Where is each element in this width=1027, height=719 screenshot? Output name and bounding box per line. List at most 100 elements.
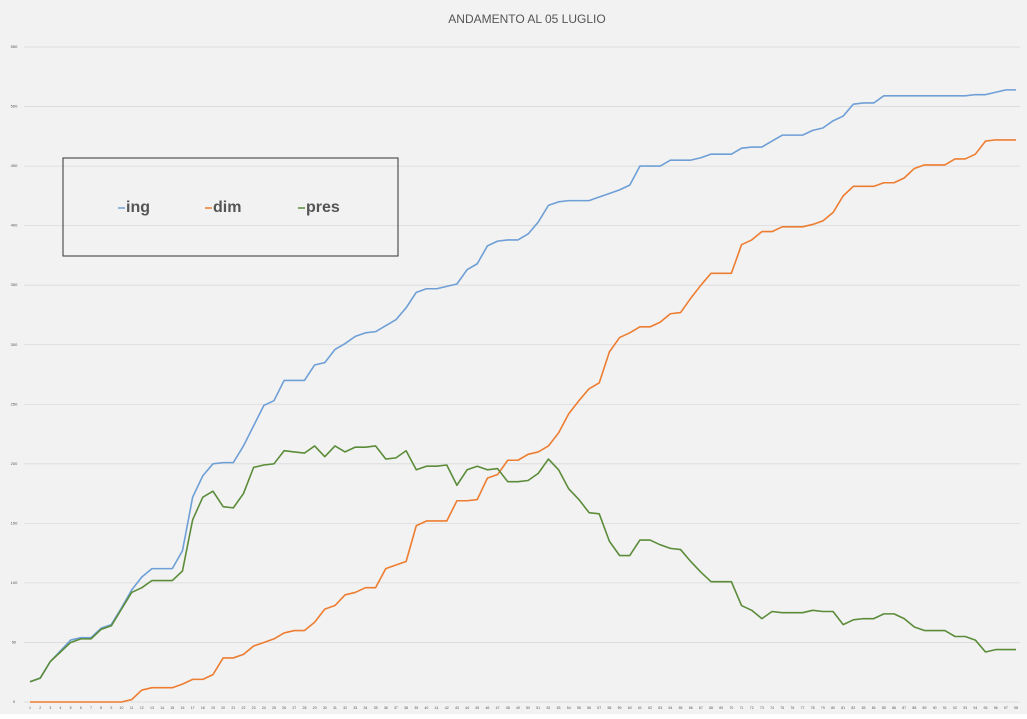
y-tick-label: 400: [11, 223, 18, 228]
x-tick-label: 14: [160, 706, 164, 710]
x-tick-label: 72: [750, 706, 754, 710]
x-tick-label: 47: [496, 706, 500, 710]
x-tick-label: 18: [201, 706, 205, 710]
x-tick-label: 28: [303, 706, 307, 710]
x-tick-label: 1: [29, 706, 31, 710]
series-line: [29, 445, 1016, 683]
x-tick-label: 26: [282, 706, 286, 710]
y-tick-label: 100: [11, 580, 18, 585]
x-tick-label: 33: [353, 706, 357, 710]
x-tick-label: 92: [953, 706, 957, 710]
x-tick-label: 69: [719, 706, 723, 710]
x-tick-label: 45: [475, 706, 479, 710]
x-tick-label: 50: [526, 706, 530, 710]
x-tick-label: 74: [770, 706, 774, 710]
x-tick-label: 46: [485, 706, 489, 710]
x-tick-label: 57: [597, 706, 601, 710]
x-tick-label: 4: [60, 706, 62, 710]
legend-box: [62, 157, 399, 257]
x-tick-label: 93: [963, 706, 967, 710]
x-tick-label: 27: [292, 706, 296, 710]
x-tick-label: 15: [170, 706, 174, 710]
x-tick-label: 49: [516, 706, 520, 710]
x-tick-label: 87: [902, 706, 906, 710]
x-tick-label: 52: [546, 706, 550, 710]
x-tick-label: 25: [272, 706, 276, 710]
x-tick-label: 81: [841, 706, 845, 710]
x-tick-label: 96: [994, 706, 998, 710]
x-tick-label: 71: [740, 706, 744, 710]
x-tick-label: 7: [90, 706, 92, 710]
legend-label: dim: [213, 199, 241, 216]
x-tick-label: 3: [49, 706, 51, 710]
x-tick-label: 59: [618, 706, 622, 710]
y-tick-label: 350: [11, 282, 18, 287]
x-tick-label: 12: [140, 706, 144, 710]
x-tick-label: 58: [607, 706, 611, 710]
x-tick-label: 22: [242, 706, 246, 710]
x-tick-label: 66: [689, 706, 693, 710]
x-tick-label: 40: [424, 706, 428, 710]
x-tick-label: 61: [638, 706, 642, 710]
series-line: [30, 139, 1016, 703]
x-tick-label: 90: [933, 706, 937, 710]
x-tick-label: 68: [709, 706, 713, 710]
y-tick-label: 0: [13, 699, 16, 704]
chart-title: ANDAMENTO AL 05 LUGLIO: [448, 12, 605, 26]
x-tick-label: 31: [333, 706, 337, 710]
x-tick-label: 39: [414, 706, 418, 710]
y-tick-label: 250: [11, 401, 18, 406]
x-tick-label: 13: [150, 706, 154, 710]
x-tick-label: 43: [455, 706, 459, 710]
x-tick-label: 64: [668, 706, 672, 710]
x-tick-label: 16: [181, 706, 185, 710]
x-tick-label: 65: [679, 706, 683, 710]
x-tick-label: 63: [658, 706, 662, 710]
x-tick-label: 41: [435, 706, 439, 710]
y-tick-label: 450: [11, 163, 18, 168]
x-tick-label: 54: [567, 706, 571, 710]
x-tick-label: 98: [1014, 706, 1018, 710]
x-tick-label: 11: [130, 706, 134, 710]
x-tick-label: 5: [70, 706, 72, 710]
x-tick-label: 44: [465, 706, 469, 710]
y-tick-label: 50: [12, 640, 17, 645]
x-tick-label: 30: [323, 706, 327, 710]
legend-label: pres: [306, 199, 340, 216]
x-tick-label: 20: [221, 706, 225, 710]
x-tick-label: 77: [801, 706, 805, 710]
x-tick-label: 75: [780, 706, 784, 710]
x-tick-label: 51: [536, 706, 540, 710]
x-tick-label: 55: [577, 706, 581, 710]
y-tick-label: 200: [11, 461, 18, 466]
series-line: [29, 89, 1016, 683]
x-tick-label: 17: [191, 706, 195, 710]
x-tick-label: 60: [628, 706, 632, 710]
x-tick-label: 94: [973, 706, 977, 710]
x-tick-label: 36: [384, 706, 388, 710]
x-tick-label: 62: [648, 706, 652, 710]
x-tick-label: 29: [313, 706, 317, 710]
y-tick-label: 500: [11, 104, 18, 109]
x-tick-label: 78: [811, 706, 815, 710]
x-tick-label: 67: [699, 706, 703, 710]
x-tick-label: 48: [506, 706, 510, 710]
x-tick-label: 38: [404, 706, 408, 710]
y-tick-label: 300: [11, 342, 18, 347]
x-tick-label: 9: [110, 706, 112, 710]
x-tick-label: 8: [100, 706, 102, 710]
x-tick-label: 91: [943, 706, 947, 710]
x-tick-label: 80: [831, 706, 835, 710]
x-tick-label: 35: [374, 706, 378, 710]
x-tick-label: 32: [343, 706, 347, 710]
x-tick-label: 86: [892, 706, 896, 710]
x-tick-label: 21: [231, 706, 235, 710]
x-tick-label: 88: [912, 706, 916, 710]
x-tick-label: 89: [923, 706, 927, 710]
y-tick-label: 150: [11, 520, 18, 525]
x-tick-label: 42: [445, 706, 449, 710]
x-tick-label: 97: [1004, 706, 1008, 710]
x-tick-label: 85: [882, 706, 886, 710]
